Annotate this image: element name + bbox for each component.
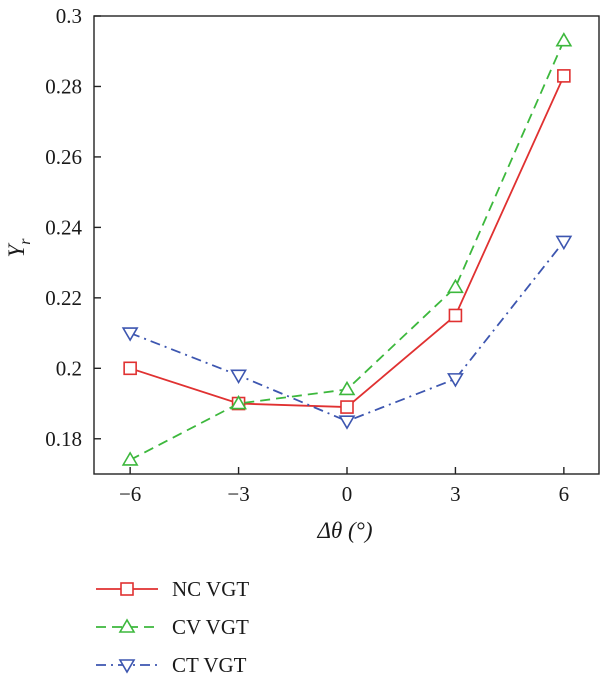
data-point [447,278,464,294]
data-point [123,361,137,376]
legend-marker [118,618,136,633]
y-tick-label: 0.3 [56,4,82,28]
legend-item: CV VGT [96,615,249,639]
x-tick-label: 6 [559,482,570,506]
data-point [121,451,139,466]
y-axis-title: Yr [4,238,34,258]
data-point [230,369,247,384]
y-tick-label: 0.2 [56,356,82,380]
y-tick-label: 0.18 [45,427,82,451]
data-point [447,373,464,388]
series-nc-vgt [123,69,571,414]
legend-label: NC VGT [172,577,249,601]
x-tick-label: −3 [227,482,249,506]
x-axis: −6 −3 0 3 6 [119,467,569,506]
data-point [230,394,247,410]
series-ct-vgt [121,235,573,430]
data-point [340,400,354,414]
series-line [129,75,565,408]
y-axis: 0.18 0.2 0.22 0.24 0.26 0.28 0.3 [45,4,101,451]
data-point [555,235,573,251]
x-tick-label: 3 [450,482,461,506]
y-tick-label: 0.24 [45,215,82,239]
data-point [338,380,356,396]
x-tick-label: −6 [119,482,141,506]
legend: NC VGT CV VGT CT VGT [96,577,249,676]
y-tick-label: 0.26 [45,145,82,169]
y-axis-title-subscript: r [17,238,34,245]
legend-label: CT VGT [172,653,247,676]
series-line [129,40,565,461]
legend-marker [118,659,136,674]
data-point [555,32,573,47]
data-point [448,308,463,323]
x-axis-title: Δθ (°) [316,518,372,543]
y-axis-title-main: Y [4,243,29,258]
y-tick-label: 0.22 [45,286,82,310]
legend-label: CV VGT [172,615,249,639]
series-group [121,32,573,466]
series-cv-vgt [121,32,573,466]
legend-item: NC VGT [96,577,249,601]
data-point [557,69,571,83]
data-point [338,415,356,430]
legend-item: CT VGT [96,653,247,676]
y-tick-label: 0.28 [45,74,82,98]
data-point [121,327,139,342]
legend-marker [120,582,134,596]
x-tick-label: 0 [342,482,353,506]
